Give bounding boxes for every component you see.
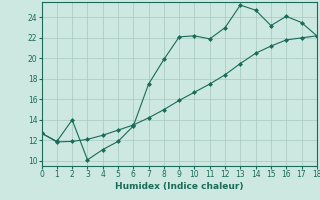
X-axis label: Humidex (Indice chaleur): Humidex (Indice chaleur) [115, 182, 244, 191]
